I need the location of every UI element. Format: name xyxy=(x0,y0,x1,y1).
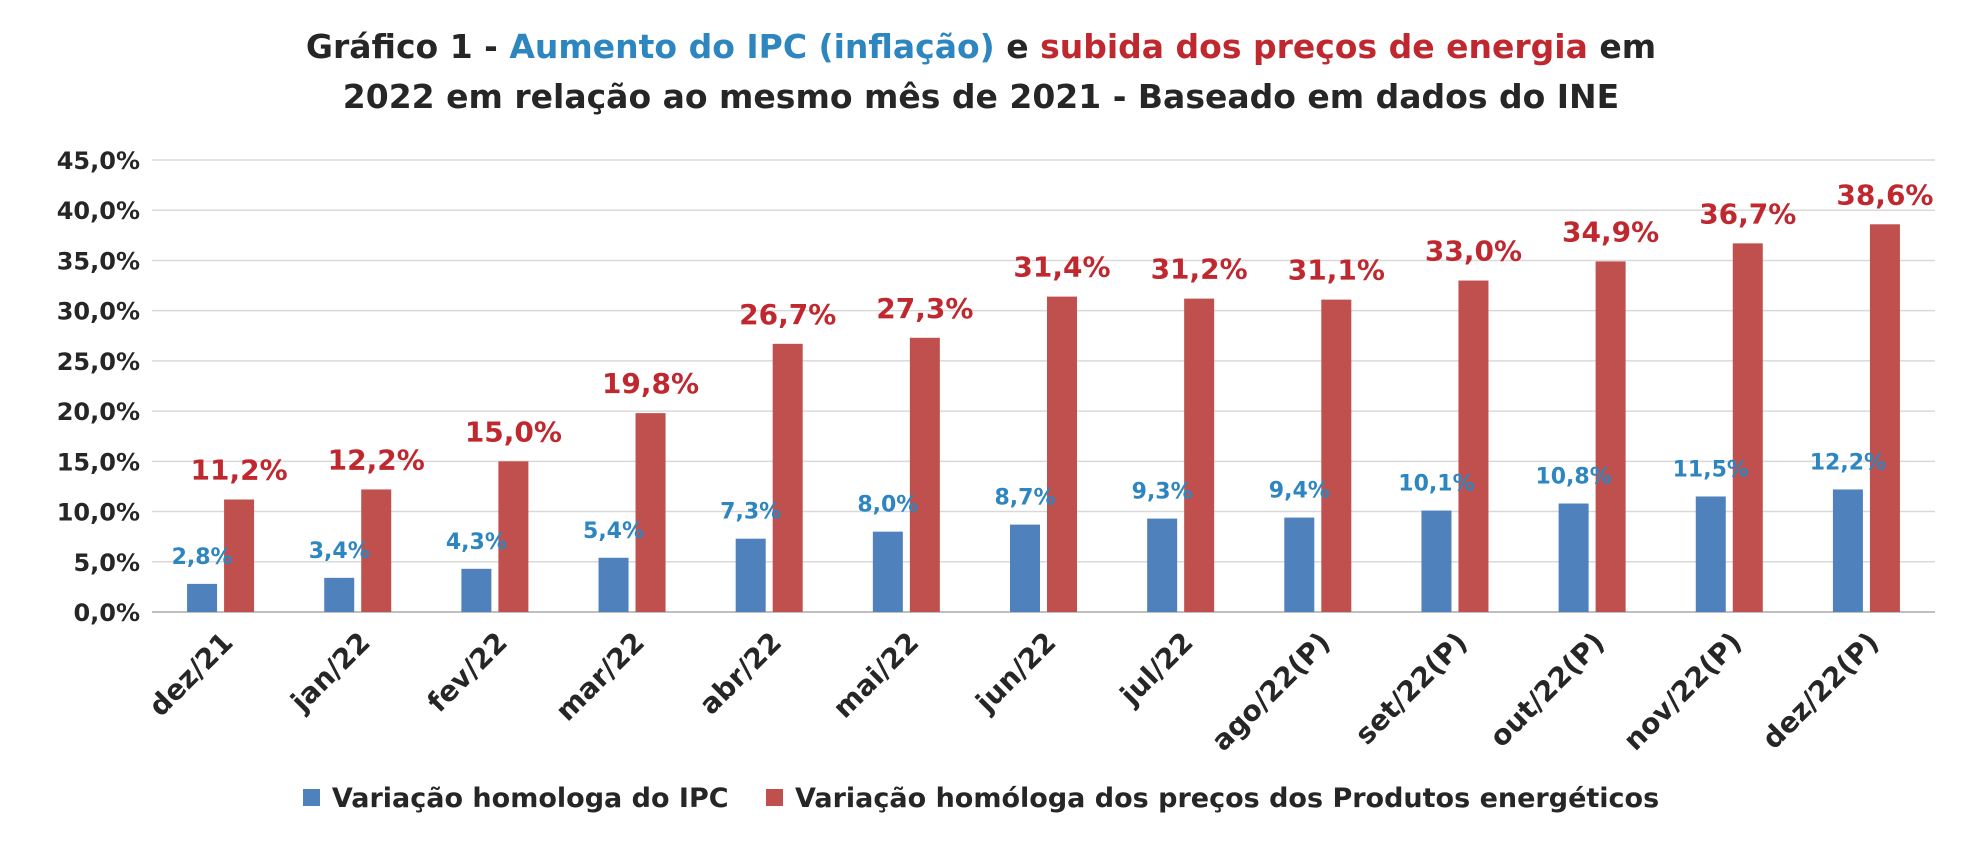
chart-title-line-1: Gráfico 1 - Aumento do IPC (inflação) e … xyxy=(0,22,1962,72)
bar-energy xyxy=(1321,299,1352,612)
legend-item-ipc: Variação homologa do IPC xyxy=(302,783,729,814)
data-label-ipc: 4,3% xyxy=(446,530,507,555)
bar-energy xyxy=(1869,224,1900,613)
data-label-ipc: 11,5% xyxy=(1673,457,1749,482)
data-label-energy: 11,2% xyxy=(191,454,288,487)
data-label-energy: 26,7% xyxy=(739,298,836,331)
bar-ipc xyxy=(1832,489,1863,612)
data-label-energy: 15,0% xyxy=(465,415,562,448)
title-prefix: Gráfico 1 - xyxy=(305,27,510,66)
bar-ipc xyxy=(1284,517,1315,612)
data-label-energy: 27,3% xyxy=(876,292,973,325)
bar-ipc xyxy=(461,568,492,612)
data-label-energy: 34,9% xyxy=(1562,215,1659,248)
data-label-energy: 12,2% xyxy=(328,443,425,476)
bar-ipc xyxy=(872,531,903,612)
data-label-energy: 31,1% xyxy=(1288,254,1385,287)
x-tick-label: out/22(P) xyxy=(1483,626,1611,754)
x-tick-label: fev/22 xyxy=(421,626,514,719)
legend: Variação homologa do IPC Variação homólo… xyxy=(0,782,1962,814)
y-tick-label: 30,0% xyxy=(57,298,140,326)
data-label-energy: 19,8% xyxy=(602,367,699,400)
bar-ipc xyxy=(1147,518,1178,612)
x-tick-label: abr/22 xyxy=(693,626,788,721)
title-part-energy: subida dos preços de energia xyxy=(1040,27,1588,66)
legend-label-ipc: Variação homologa do IPC xyxy=(331,783,729,814)
legend-swatch-ipc xyxy=(302,789,320,806)
bar-ipc xyxy=(1421,510,1452,612)
x-tick-label: ago/22(P) xyxy=(1205,626,1337,758)
data-label-ipc: 10,1% xyxy=(1398,472,1474,497)
x-tick-label: jul/22 xyxy=(1113,626,1199,712)
y-tick-label: 5,0% xyxy=(73,549,140,577)
x-tick-label: mar/22 xyxy=(549,626,651,728)
x-tick-label: mai/22 xyxy=(826,626,925,725)
bar-ipc xyxy=(187,583,218,612)
y-tick-label: 25,0% xyxy=(57,348,140,376)
data-label-ipc: 3,4% xyxy=(309,539,370,564)
data-label-ipc: 10,8% xyxy=(1535,465,1611,490)
bar-energy xyxy=(1732,243,1763,612)
y-axis: 0,0% 5,0% 10,0% 15,0% 20,0% 25,0% 30,0% 35,0% 40… xyxy=(57,147,140,627)
data-labels: 2,8% 11,2% 3,4% 12,2% 4,3% 15,0% 5,4% 19,8% 7,3%… xyxy=(172,178,1934,570)
bar-ipc xyxy=(1010,524,1040,612)
bar-ipc xyxy=(1695,496,1726,612)
data-label-energy: 36,7% xyxy=(1699,197,1796,230)
legend-swatch-energy xyxy=(765,789,783,806)
bar-energy xyxy=(1184,298,1215,612)
bar-ipc xyxy=(1558,503,1589,612)
chart-title: Gráfico 1 - Aumento do IPC (inflação) e … xyxy=(0,22,1962,122)
title-suffix: em xyxy=(1587,27,1657,66)
bar-energy xyxy=(224,499,255,612)
data-label-ipc: 9,4% xyxy=(1269,479,1330,504)
data-label-ipc: 2,8% xyxy=(172,545,233,570)
x-tick-label: set/22(P) xyxy=(1348,626,1473,751)
data-label-ipc: 7,3% xyxy=(720,500,781,525)
x-tick-label: dez/21 xyxy=(142,626,239,723)
data-label-energy: 33,0% xyxy=(1425,235,1522,268)
bar-ipc xyxy=(324,577,355,612)
data-label-ipc: 8,7% xyxy=(994,486,1055,511)
x-tick-label: nov/22(P) xyxy=(1617,626,1748,757)
y-tick-label: 45,0% xyxy=(57,147,140,175)
title-middle: e xyxy=(994,27,1041,66)
x-axis: dez/21 jan/22 fev/22 mar/22 abr/22 mai/22 jun/… xyxy=(142,626,1885,758)
bar-energy xyxy=(772,343,803,612)
data-label-ipc: 12,2% xyxy=(1810,450,1886,475)
data-label-energy: 38,6% xyxy=(1836,178,1933,211)
y-tick-label: 35,0% xyxy=(57,247,140,275)
legend-label-energy: Variação homóloga dos preços dos Produto… xyxy=(794,783,1660,814)
title-part-ipc: Aumento do IPC (inflação) xyxy=(509,27,995,66)
bar-ipc xyxy=(598,557,629,612)
data-label-ipc: 9,3% xyxy=(1132,480,1193,505)
data-label-energy: 31,2% xyxy=(1151,253,1248,286)
bar-energy xyxy=(361,489,392,612)
data-label-energy: 31,4% xyxy=(1013,251,1110,284)
bar-energy xyxy=(635,413,666,612)
data-label-ipc: 8,0% xyxy=(857,493,918,518)
x-tick-label: dez/22(P) xyxy=(1756,626,1886,756)
x-tick-label: jun/22 xyxy=(969,626,1063,720)
bar-energy xyxy=(1595,261,1626,612)
bar-energy xyxy=(498,461,529,612)
y-tick-label: 20,0% xyxy=(57,398,140,426)
bar-ipc xyxy=(735,538,766,612)
bar-energy xyxy=(909,337,940,612)
y-tick-label: 15,0% xyxy=(57,448,140,476)
y-tick-label: 0,0% xyxy=(73,599,140,627)
legend-item-energy: Variação homóloga dos preços dos Produto… xyxy=(765,783,1660,814)
chart-title-line-2: 2022 em relação ao mesmo mês de 2021 - B… xyxy=(342,77,1620,116)
bar-energy xyxy=(1047,296,1077,612)
data-label-ipc: 5,4% xyxy=(583,519,644,544)
bars xyxy=(187,224,1900,613)
gridlines xyxy=(152,159,1935,613)
bar-energy xyxy=(1458,280,1489,612)
y-tick-label: 40,0% xyxy=(57,197,140,225)
x-tick-label: jan/22 xyxy=(284,626,377,719)
y-tick-label: 10,0% xyxy=(57,499,140,527)
